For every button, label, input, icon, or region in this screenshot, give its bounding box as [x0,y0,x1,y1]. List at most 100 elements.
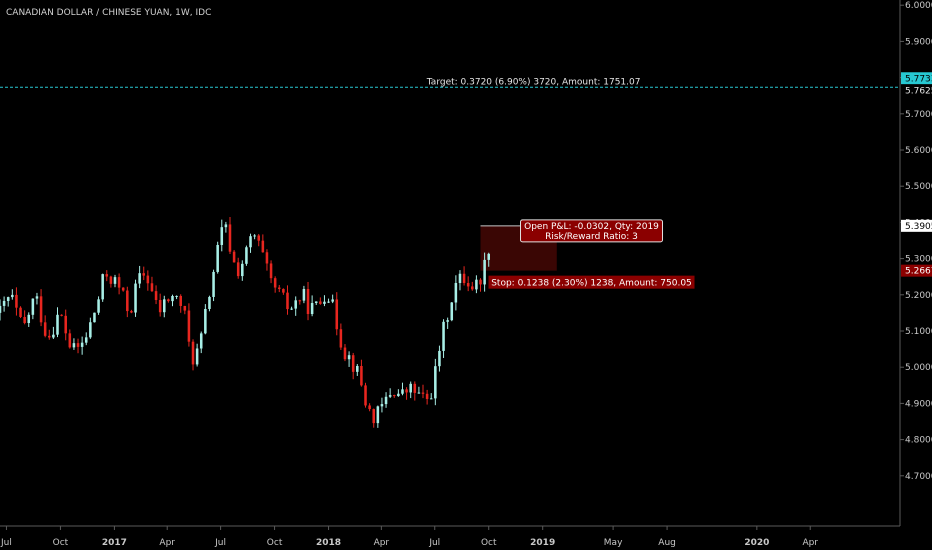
x-tick-label: Jul [0,538,12,548]
candle-body [6,297,10,301]
candle-body [257,235,261,241]
stop-text: Stop: 0.1238 (2.30%) 1238, Amount: 750.0… [491,279,692,289]
candle-body [183,305,187,311]
candle-body [109,276,113,284]
chart-title: CANADIAN DOLLAR / CHINESE YUAN, 1W, IDC [6,8,211,18]
candle-body [212,271,215,297]
candle-body [339,329,343,348]
candle-body [23,316,26,324]
candle-body [454,282,458,303]
candle-body [126,290,129,312]
target-line-price-label-bg [901,84,932,97]
candle-body [372,409,376,424]
candle-body [405,389,408,393]
candle-body [364,385,367,406]
candle-body [471,286,474,290]
candle-body [466,283,470,287]
y-tick-label: 5.3000 [905,255,932,265]
candle-body [368,405,371,410]
candle-body [35,296,39,299]
candle-body [306,289,310,315]
y-tick-label: 4.7000 [905,472,932,482]
candle-body [19,307,22,317]
candle-body [0,305,2,313]
candle-body [310,303,314,315]
candle-body [413,383,417,393]
candle-body [167,299,170,302]
candle-body [245,247,248,264]
candle-body [134,283,137,313]
candle-body [163,299,166,313]
x-tick-label: Oct [53,538,69,548]
candle-body [249,236,252,248]
candle-body [417,392,421,394]
x-tick-label: Apr [374,538,390,548]
candle-body [130,311,133,313]
risk-reward-text: Risk/Reward Ratio: 3 [545,232,638,242]
candle-body [220,227,224,245]
candle-body [347,355,351,360]
candle-body [228,224,232,252]
candle-body [117,277,121,288]
candle-body [204,308,207,334]
candle-body [286,292,289,310]
candle-body [434,366,437,399]
candle-body [199,333,203,349]
candle-body [351,355,355,372]
target-price-badge: 5.7733 [905,74,932,84]
price-axis[interactable]: 4.7000 4.8000 4.9000 5.0000 5.1000 5.2000 5.30… [899,0,932,526]
x-tick-label: Oct [267,538,283,548]
candle-body [64,315,67,334]
candle-body [442,321,445,351]
candle-body [195,348,199,365]
target-price-badge-bg [901,72,932,85]
candle-body [438,350,441,367]
candle-body [60,314,63,316]
candle-body [282,288,285,293]
position-overlay[interactable]: Target: 0.3720 (6.90%) 3720, Amount: 175… [0,77,900,289]
candle-body [458,273,462,283]
candle-body [446,320,449,322]
x-tick-label: Jul [214,538,226,548]
y-tick-label: 5.1000 [905,327,932,337]
candle-body [224,224,228,228]
candle-body [409,383,412,393]
candle-body [171,296,174,302]
candle-body [429,398,433,400]
pnl-box[interactable] [520,219,664,243]
candle-body [72,343,76,348]
candle-body [101,274,104,300]
candle-body [327,301,330,303]
candle-body [392,395,396,397]
time-axis[interactable]: Jul Oct 2017 Apr Jul Oct 2018 Apr Jul Oct 2019 May A… [0,525,900,548]
candle-body [323,301,326,304]
candle-body [113,277,117,284]
y-tick-label: 4.8000 [905,436,932,446]
x-tick-label: 2017 [102,538,127,548]
candle-body [302,289,306,301]
candle-body [76,343,80,347]
candle-body [483,259,486,285]
candle-body [216,244,219,272]
stop-label-box[interactable] [488,275,695,289]
y-tick-label: 5.0000 [905,363,932,373]
candle-body [27,314,31,324]
candle-body [191,341,195,365]
candle-body [179,295,182,306]
candle-body [462,273,466,284]
y-tick-label: 5.6000 [905,146,932,156]
candle-body [138,273,141,284]
candle-body [175,295,178,297]
candle-body [208,296,211,309]
x-tick-label: 2019 [530,538,555,548]
candle-body [277,287,281,289]
y-tick-label: 6.0000 [905,1,932,11]
candle-body [121,287,125,291]
candle-body [376,406,380,424]
candle-body [142,273,146,276]
candle-body [253,235,256,237]
candle-body [290,308,293,310]
